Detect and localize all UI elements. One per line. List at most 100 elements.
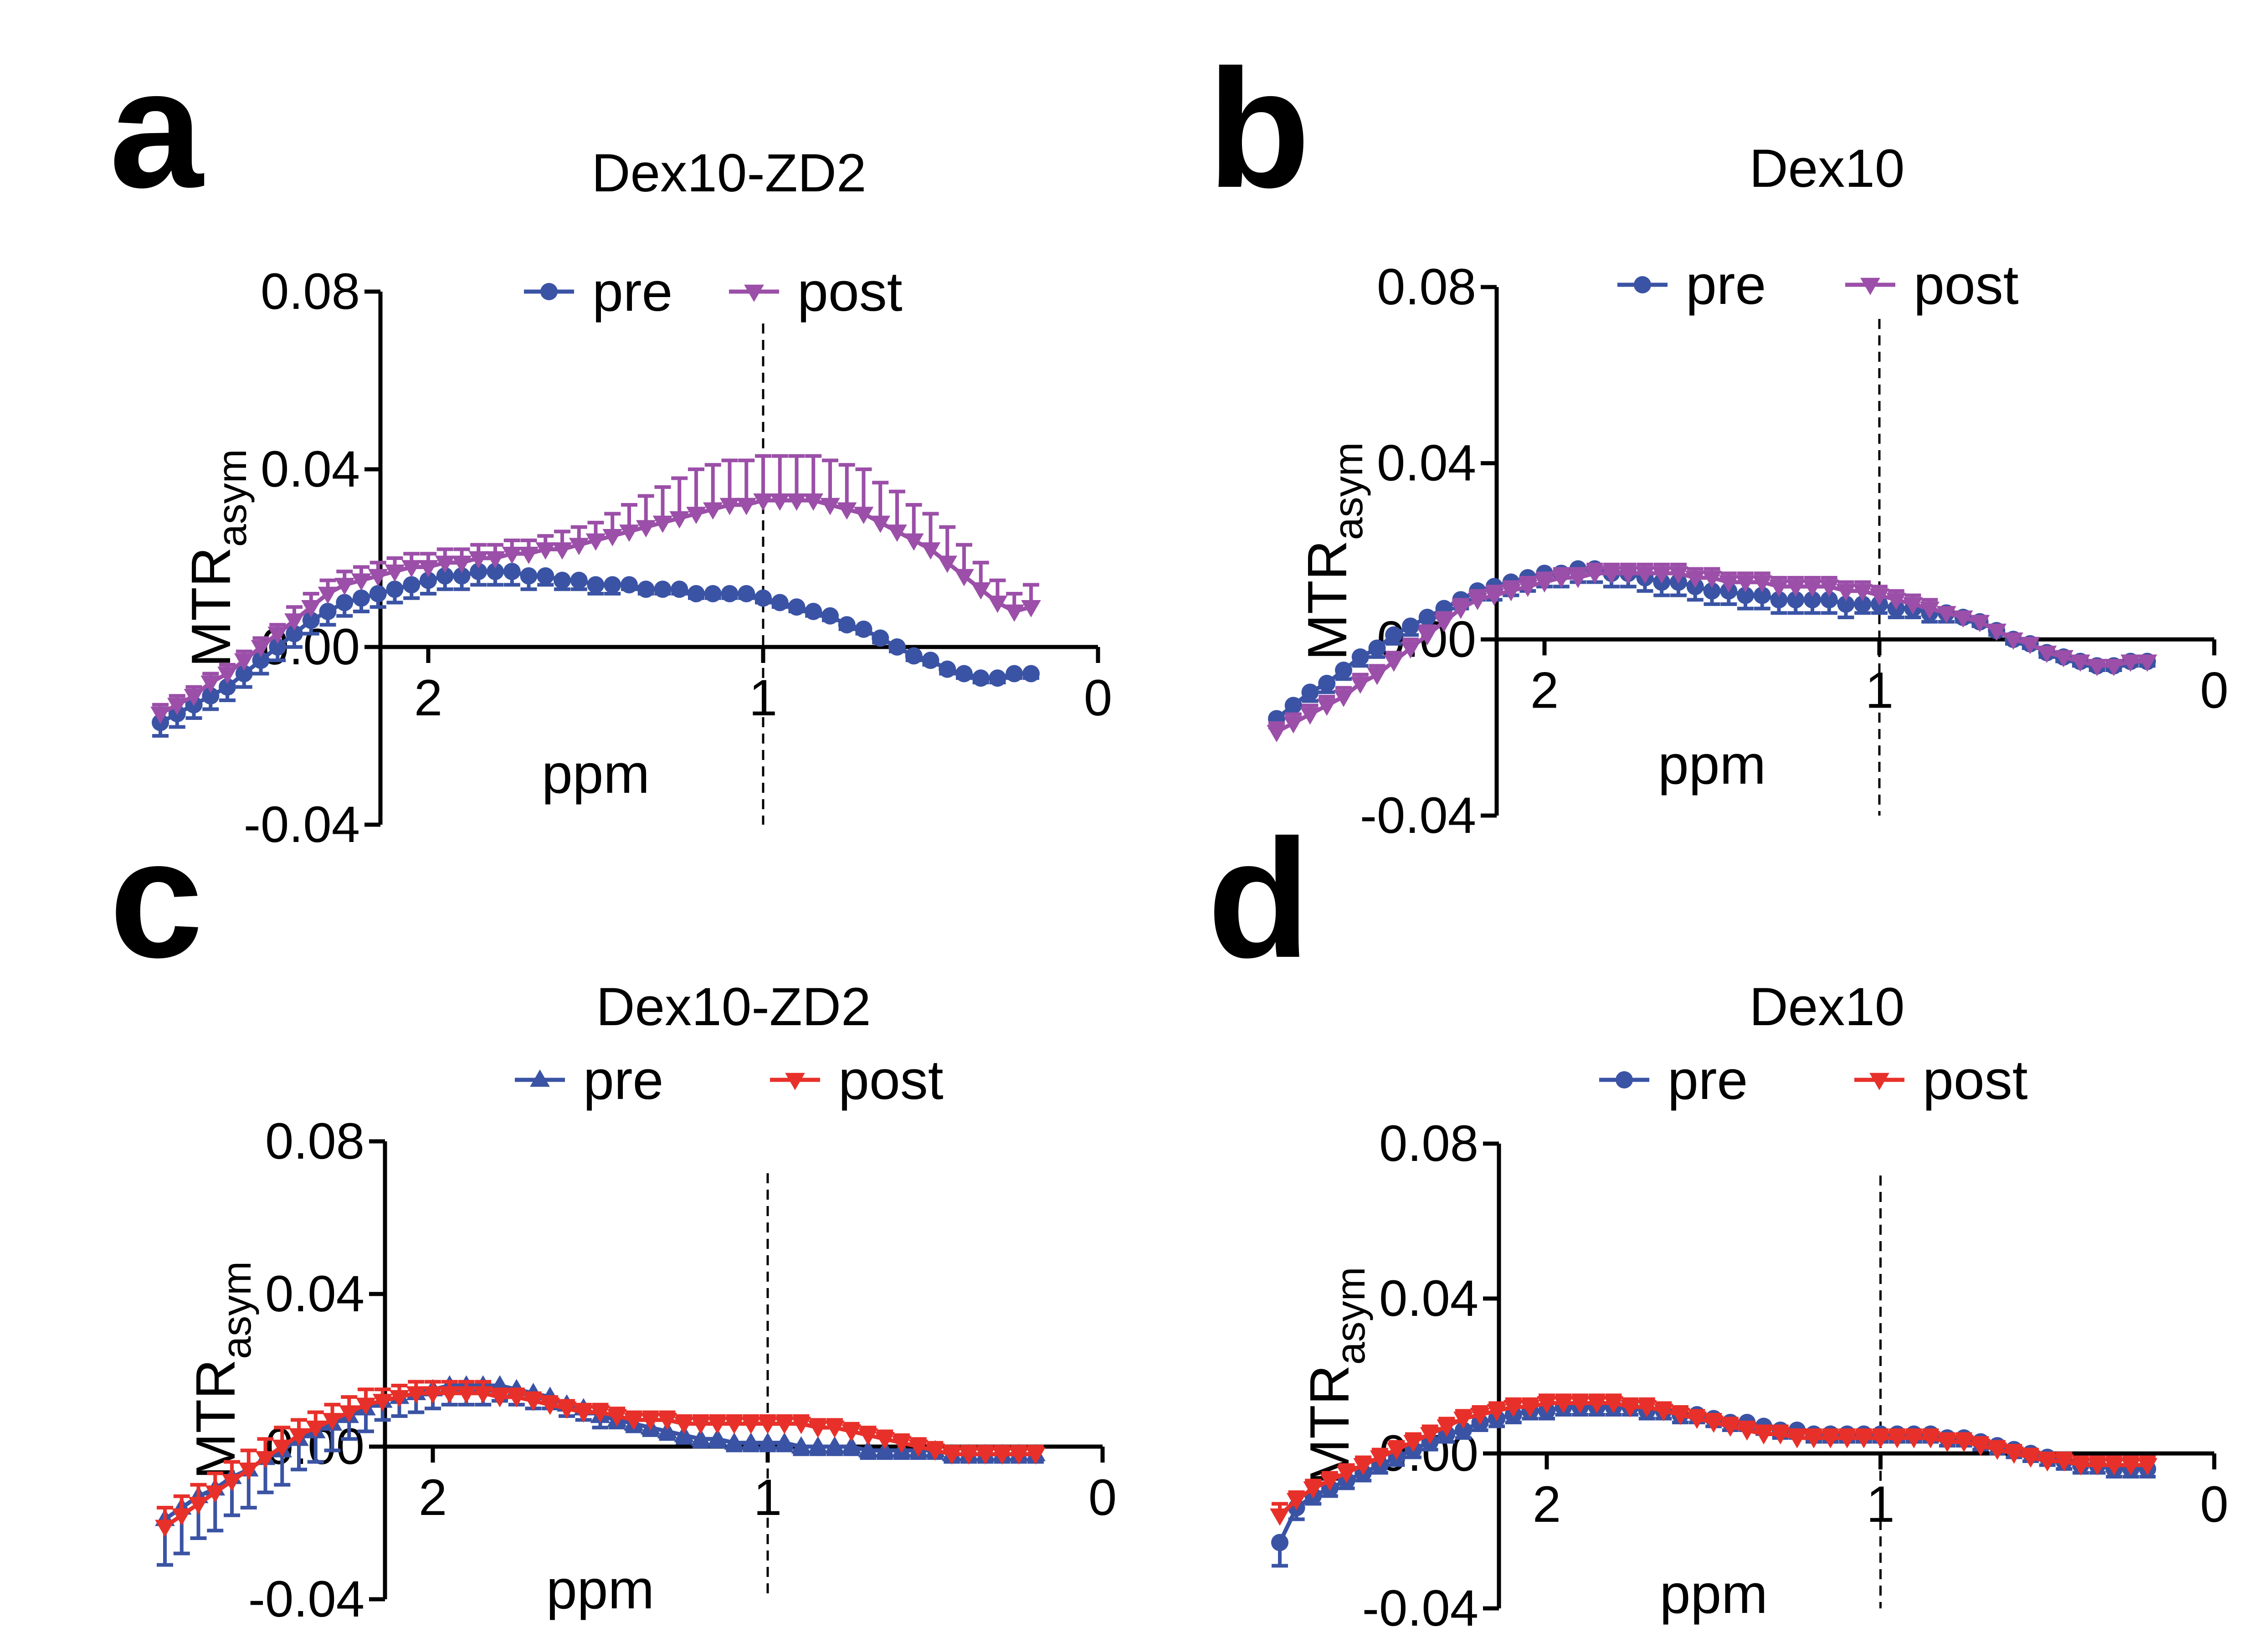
y-axis-label-sub: asym [1326, 442, 1371, 540]
data-point [1804, 591, 1821, 609]
data-point [719, 498, 740, 515]
chart-title: Dex10 [1749, 139, 1904, 199]
data-point [2104, 659, 2124, 677]
data-point [286, 625, 303, 642]
data-point [992, 1447, 1012, 1465]
data-point [318, 586, 338, 604]
data-point [238, 1463, 259, 1480]
data-point [820, 498, 840, 515]
data-point [1620, 1400, 1640, 1417]
data-point [1004, 604, 1025, 622]
data-point [1568, 570, 1588, 588]
data-point [1802, 580, 1822, 597]
data-point [619, 524, 639, 542]
data-point [1026, 1447, 1046, 1465]
data-point [872, 629, 889, 647]
data-point [569, 538, 589, 555]
data-point [420, 571, 437, 589]
data-point [334, 578, 355, 596]
y-axis-label-text: MTRasym [1298, 1267, 1374, 1485]
y-tick-label: 0.08 [265, 1113, 364, 1170]
data-point [652, 515, 673, 533]
data-point [353, 589, 370, 607]
x-axis-label: ppm [546, 1558, 654, 1620]
y-axis-label-sub: asym [214, 1261, 260, 1359]
panel-letter: b [1207, 35, 1310, 223]
data-point [1401, 641, 1421, 659]
data-point [1367, 667, 1387, 685]
data-point [841, 1436, 862, 1454]
data-point [1737, 586, 1754, 604]
data-point [1301, 683, 1319, 701]
data-point [2070, 654, 2090, 672]
data-point [1300, 707, 1320, 725]
data-point [1484, 588, 1504, 606]
data-point [959, 1447, 979, 1465]
data-point [736, 498, 757, 515]
data-point [1451, 601, 1471, 619]
data-point [385, 565, 405, 582]
data-point [786, 493, 807, 511]
data-point [452, 555, 472, 573]
data-point [1271, 1534, 1288, 1551]
data-point [1353, 1458, 1373, 1476]
data-point [1704, 1415, 1724, 1433]
data-point [368, 569, 388, 586]
data-point [219, 678, 236, 696]
data-point [2121, 1458, 2141, 1476]
data-point [1869, 588, 1889, 606]
data-point [1518, 580, 1538, 597]
data-point [1836, 584, 1856, 601]
data-point [758, 1417, 778, 1434]
data-point [272, 1439, 292, 1457]
data-point [267, 626, 288, 644]
data-point [1769, 580, 1789, 597]
data-point [552, 542, 572, 560]
x-tick-label: 2 [1530, 662, 1559, 719]
data-point [1670, 1407, 1690, 1425]
data-point [1903, 597, 1923, 615]
data-point [975, 1447, 995, 1465]
y-axis-label-text: MTRasym [185, 1261, 260, 1479]
data-point [1501, 584, 1521, 601]
y-tick-label: -0.04 [244, 796, 360, 853]
legend-marker [1860, 277, 1880, 295]
data-point [808, 1420, 828, 1438]
data-point [188, 1497, 209, 1515]
y-tick-label: 0.04 [1377, 435, 1476, 492]
data-point [1350, 676, 1370, 694]
data-point [942, 1447, 962, 1465]
legend-post: post [1845, 254, 2019, 316]
data-point [972, 669, 990, 687]
data-point [590, 1405, 611, 1423]
legend-label: pre [592, 261, 672, 323]
data-point [2137, 654, 2157, 672]
data-point [537, 567, 554, 585]
data-point [171, 1508, 192, 1526]
data-point [1468, 593, 1488, 611]
data-point [636, 520, 656, 538]
data-point [1283, 716, 1303, 734]
data-point [401, 560, 422, 578]
data-point [1719, 575, 1739, 593]
legend-label: post [797, 261, 903, 323]
legend-marker [785, 1073, 805, 1090]
y-tick-label: -0.04 [248, 1571, 364, 1627]
data-point [841, 1424, 862, 1442]
x-tick-label: 2 [1533, 1476, 1561, 1533]
data-point [202, 687, 220, 705]
data-point [356, 1397, 376, 1415]
data-point [1534, 575, 1555, 593]
data-point [791, 1417, 811, 1434]
data-point [738, 585, 755, 602]
data-point [669, 511, 690, 529]
data-point [1386, 1443, 1407, 1460]
data-point [1635, 566, 1655, 584]
data-point [1520, 1400, 1540, 1417]
data-point [2071, 1458, 2091, 1476]
chart-title: Dex10 [1749, 977, 1904, 1037]
data-point [386, 580, 404, 598]
data-point [1652, 566, 1672, 584]
data-point [770, 493, 790, 511]
data-point [724, 1417, 744, 1434]
